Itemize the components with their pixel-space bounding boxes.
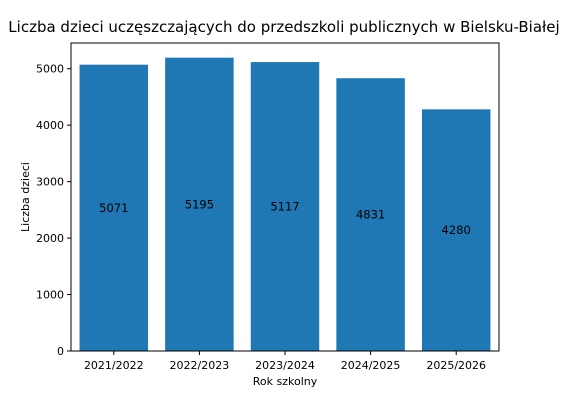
bar-1: [79, 64, 149, 351]
bar-4: [336, 78, 405, 351]
data-label-5: 4280: [442, 223, 471, 237]
x-axis: 2021/2022 2022/2023 2023/2024 2024/2025 2025…: [84, 351, 486, 372]
x-tick-label-3: 2023/2024: [255, 359, 315, 372]
bar-2: [165, 57, 234, 351]
data-label-1: 5071: [99, 201, 128, 215]
y-tick-label-6: 5000: [36, 63, 64, 76]
x-tick-label-5: 2025/2026: [426, 359, 486, 372]
bar-3: [250, 62, 320, 352]
chart-title: Liczba dzieci uczęszczających do przedsz…: [8, 18, 559, 36]
y-axis: 0 1000 2000 3000 4000 5000: [36, 63, 71, 358]
x-tick-label-4: 2024/2025: [341, 359, 401, 372]
y-axis-label: Liczba dzieci: [19, 162, 32, 232]
y-tick-label-1: 0: [57, 345, 64, 358]
y-tick-label-4: 3000: [36, 176, 64, 189]
x-tick-label-2: 2022/2023: [170, 359, 230, 372]
data-label-4: 4831: [356, 208, 385, 222]
bars-group: [79, 57, 491, 352]
y-tick-label-5: 4000: [36, 119, 64, 132]
x-tick-label-1: 2021/2022: [84, 359, 144, 372]
x-axis-label: Rok szkolny: [253, 375, 318, 388]
data-label-3: 5117: [270, 200, 299, 214]
data-label-2: 5195: [185, 197, 214, 211]
y-tick-label-3: 2000: [36, 232, 64, 245]
data-labels-group: 5071 5195 5117 4831 4280: [99, 197, 471, 237]
bar-5: [421, 109, 491, 351]
y-tick-label-2: 1000: [36, 289, 64, 302]
